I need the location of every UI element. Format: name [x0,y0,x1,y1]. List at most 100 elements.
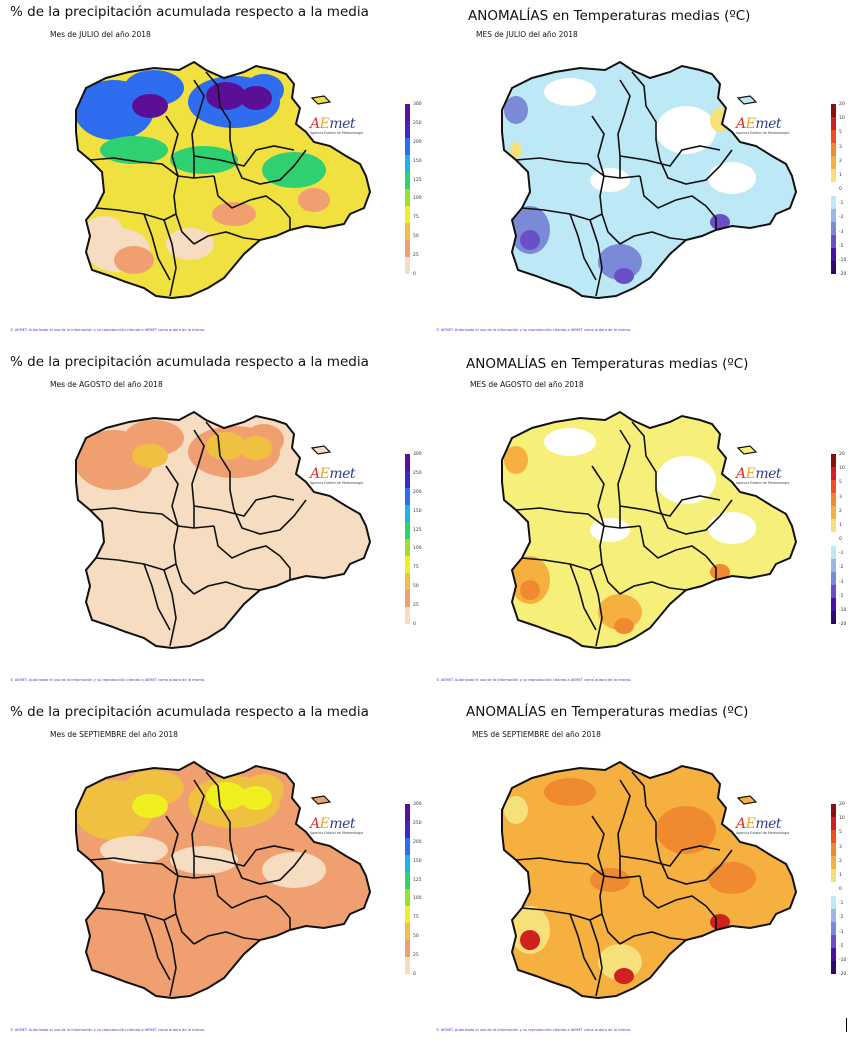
copyright-note: © AEMET. Autorizado el uso de la informa… [436,1028,632,1032]
colorbar-tick-label: 1 [839,872,842,878]
colorbar-swatch [831,454,836,468]
province-border [205,71,235,161]
colorbar-swatch [405,889,410,906]
colorbar-swatch [831,908,836,922]
region-map [75,60,372,300]
province-border [191,79,205,178]
colorbar-tick-label: 0 [839,537,842,542]
colorbar-swatch [831,208,836,222]
province-border [619,931,687,945]
aemet-logo: AEmet Agencia Estatal de Meteorología [310,466,364,485]
text-cursor [846,1018,847,1032]
colorbar-tick-label: 20 [839,102,845,107]
colorbar-tick-label: 3 [839,144,842,150]
colorbar-swatch [405,104,410,121]
colorbar-tick-label: -3 [839,579,844,585]
colorbar-tick-label: -1 [839,901,844,907]
anomaly-patch [206,432,246,460]
temp-colorbar: 20 10 5 3 2 1 0 -1 -2 -3 -5 -10 -20 [831,102,851,277]
colorbar-tick-label: 2 [839,858,842,864]
colorbar-swatch [831,480,836,494]
colorbar-tick-label: 1 [839,172,842,178]
panel-subtitle: MES de JULIO del año 2018 [476,30,578,39]
province-border [233,499,307,535]
map-fill [502,412,796,648]
anomaly-patch [262,852,326,888]
colorbar-tick-label: 10 [839,116,845,122]
temp-colorbar: 20 10 5 3 2 1 0 -1 -2 -3 -5 -10 -20 [831,452,851,627]
province-border [193,495,295,517]
province-border [591,815,605,877]
province-borders [501,410,798,650]
map-fill [502,762,796,998]
province-border [631,771,661,861]
precip-colorbar: 300 250 200 150 125 100 75 50 25 0 [405,802,425,977]
colorbar-tick-label: 75 [413,565,419,571]
province-borders [75,60,372,300]
colorbar-swatch [405,556,410,573]
region-outline [501,760,798,1000]
map-fill [76,412,370,648]
colorbar-swatch [831,545,836,559]
colorbar-tick-label: 125 [413,877,422,883]
aemet-logo: AEmet Agencia Estatal de Meteorología [310,116,364,135]
province-border [631,71,661,161]
colorbar-swatch [831,260,836,274]
province-border [617,429,631,528]
anomaly-patch [590,868,630,892]
exclave [736,445,758,455]
anomaly-patch [520,580,540,600]
colorbar-tick-label: 25 [413,253,419,259]
province-border [193,231,261,245]
colorbar-tick-label: 50 [413,934,419,940]
province-border [619,145,721,167]
province-border [173,875,195,945]
aemet-logo: AEmet Agencia Estatal de Meteorología [736,116,790,135]
colorbar-swatch [831,169,836,183]
colorbar-swatch [405,838,410,855]
anomaly-patch [520,230,540,250]
colorbar-swatch [831,195,836,209]
colorbar-swatch [831,960,836,974]
colorbar-swatch [405,821,410,838]
province-border [705,905,717,930]
province-border [569,913,597,981]
panel-subtitle: MES de AGOSTO del año 2018 [470,380,584,389]
temp-colorbar: 20 10 5 3 2 1 0 -1 -2 -3 -5 -10 -20 [831,802,851,977]
province-border [163,919,177,997]
exclave [310,95,332,105]
copyright-note: © AEMET. Autorizado el uso de la informa… [10,328,206,332]
province-border [631,421,661,511]
colorbar-swatch [831,104,836,118]
colorbar-swatch [405,155,410,172]
colorbar-swatch [831,558,836,572]
colorbar-tick-label: -2 [839,915,844,921]
colorbar-tick-label: 1 [839,522,842,528]
colorbar-tick-label: -1 [839,201,844,207]
panel-subtitle: Mes de AGOSTO del año 2018 [50,380,163,389]
anomaly-patch [86,216,122,240]
colorbar-swatch [831,156,836,170]
region-map [501,760,798,1000]
colorbar-swatch [405,607,410,624]
colorbar-swatch [831,532,836,546]
colorbar-swatch [831,921,836,935]
province-border [619,845,721,867]
anomaly-patch [520,930,540,950]
colorbar-swatch [405,488,410,505]
colorbar-tick-label: 20 [839,802,845,807]
colorbar-tick-label: 0 [413,972,416,977]
colorbar-tick-label: 125 [413,527,422,533]
region-outline [501,60,798,300]
province-border [279,205,291,230]
colorbar-swatch [405,940,410,957]
anomaly-patch [206,782,246,810]
aemet-logo: AEmet Agencia Estatal de Meteorología [736,466,790,485]
colorbar-tick-label: 250 [413,470,422,476]
colorbar-swatch [405,923,410,940]
anomaly-patch [614,968,634,984]
region-map [75,760,372,1000]
anomaly-patch [262,152,326,188]
colorbar-tick-label: 300 [413,102,422,107]
province-border [705,205,717,230]
